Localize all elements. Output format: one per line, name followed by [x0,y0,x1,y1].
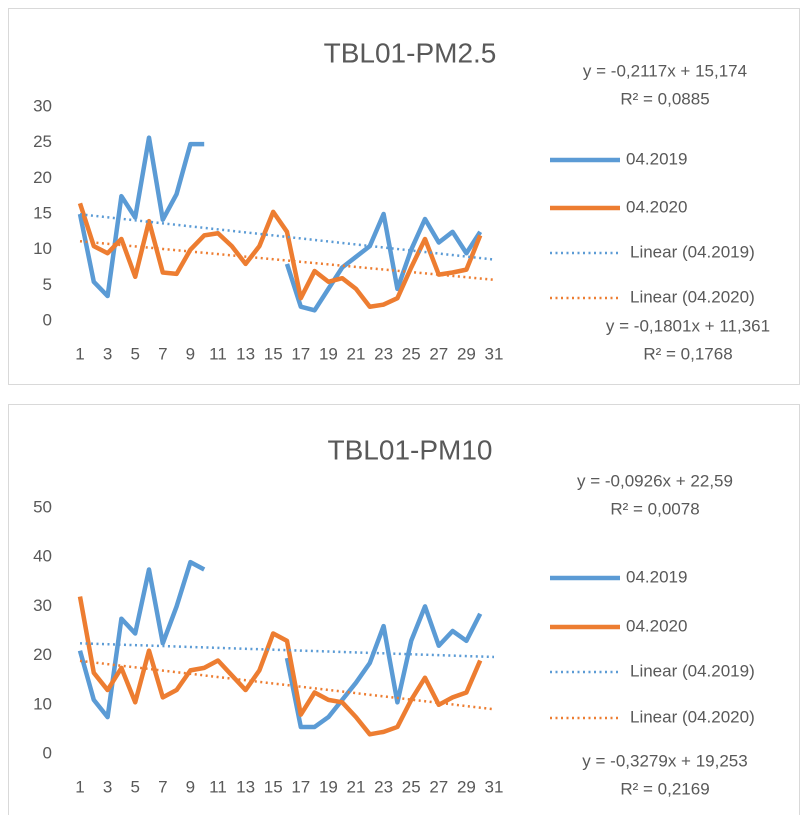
y-tick-label: 0 [43,743,52,762]
x-tick-label: 19 [319,344,338,363]
x-tick-label: 11 [209,344,227,363]
x-tick-label: 15 [264,777,283,796]
x-tick-label: 7 [158,777,167,796]
x-tick-label: 19 [319,777,338,796]
x-tick-label: 17 [291,777,310,796]
chart-frame [8,8,800,385]
x-tick-label: 25 [402,344,421,363]
line-series [77,596,483,737]
legend-label: Linear (04.2020) [630,707,755,726]
y-tick-label: 10 [33,694,52,713]
x-tick-label: 23 [374,777,393,796]
legend-label: 04.2020 [626,197,687,216]
x-tick-label: 29 [457,777,476,796]
y-tick-label: 30 [33,96,52,115]
line-series [77,135,205,299]
x-tick-label: 5 [130,344,139,363]
line-series [77,559,206,720]
line-series [284,211,483,313]
legend-label: Linear (04.2019) [630,661,755,680]
y-tick-label: 5 [43,275,52,294]
y-tick-label: 30 [33,596,52,615]
trendline [79,659,495,711]
x-tick-label: 27 [429,777,448,796]
x-tick-label: 25 [402,777,421,796]
line-series [77,202,483,309]
trend-equation: y = -0,0926x + 22,59 [577,471,733,490]
x-tick-label: 21 [347,344,366,363]
x-tick-label: 1 [75,777,84,796]
y-tick-label: 0 [43,310,52,329]
x-tick-label: 31 [485,777,504,796]
x-tick-label: 3 [103,344,112,363]
y-tick-label: 50 [33,497,52,516]
y-tick-label: 20 [33,645,52,664]
legend-label: Linear (04.2020) [630,287,755,306]
chart-title: TBL01-PM2.5 [324,37,497,68]
legend-label: 04.2019 [626,567,687,586]
legend-label: Linear (04.2019) [630,242,755,261]
x-tick-label: 5 [130,777,139,796]
y-tick-label: 25 [33,132,52,151]
trend-equation: y = -0,2117x + 15,174 [583,61,747,80]
x-tick-label: 7 [158,344,167,363]
chart-title: TBL01-PM10 [328,434,493,465]
x-tick-label: 31 [485,344,504,363]
trend-equation: y = -0,1801x + 11,361 [606,316,770,335]
legend-label: 04.2019 [626,149,687,168]
legend-label: 04.2020 [626,616,687,635]
trend-r-squared: R² = 0,1768 [643,344,732,363]
trendline [79,213,495,261]
y-tick-label: 40 [33,547,52,566]
x-tick-label: 3 [103,777,112,796]
x-tick-label: 9 [186,344,195,363]
x-tick-label: 23 [374,344,393,363]
y-tick-label: 20 [33,168,52,187]
x-tick-label: 15 [264,344,283,363]
x-tick-label: 13 [236,777,255,796]
x-tick-label: 9 [186,777,195,796]
x-tick-label: 11 [209,777,227,796]
y-tick-label: 15 [33,203,52,222]
trend-r-squared: R² = 0,0885 [620,89,709,108]
x-tick-label: 27 [429,344,448,363]
x-tick-label: 17 [291,344,310,363]
line-series [284,604,483,730]
x-tick-label: 29 [457,344,476,363]
trend-equation: y = -0,3279x + 19,253 [582,751,747,770]
y-tick-label: 10 [33,239,52,258]
x-tick-label: 13 [236,344,255,363]
trend-r-squared: R² = 0,0078 [610,499,699,518]
x-tick-label: 1 [75,344,84,363]
chart-frame [8,404,800,815]
x-tick-label: 21 [347,777,366,796]
trend-r-squared: R² = 0,2169 [620,779,709,798]
